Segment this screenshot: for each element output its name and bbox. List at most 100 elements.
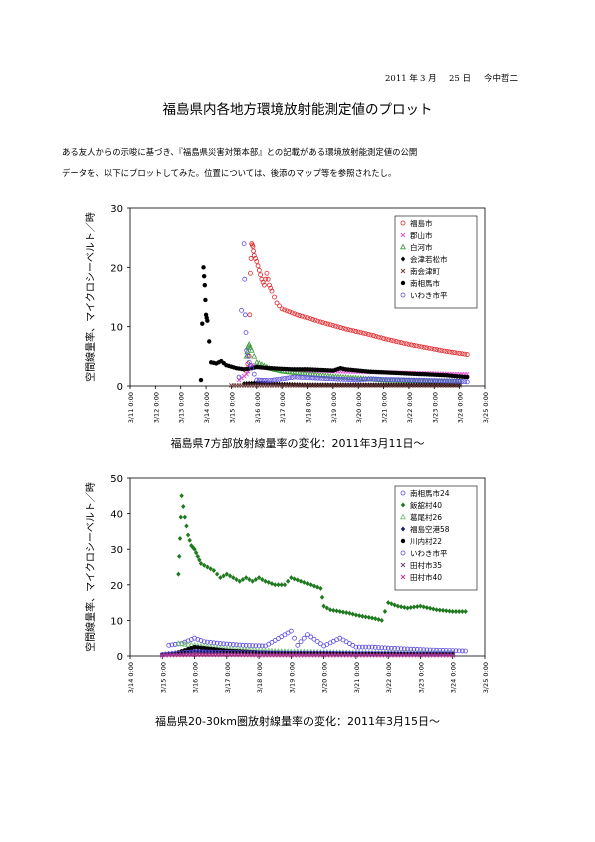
data-point [260, 279, 266, 285]
data-point [195, 553, 200, 559]
data-point [464, 352, 470, 357]
data-point [457, 378, 463, 384]
data-point [297, 313, 303, 318]
data-point [311, 583, 317, 589]
data-point [360, 377, 366, 382]
data-point [378, 376, 384, 382]
data-point [442, 348, 447, 354]
data-point [277, 381, 282, 387]
data-point [456, 609, 462, 614]
data-point [365, 331, 371, 337]
chart-2-container: 0 10 20 30 40 50 3/14 0:00 3/15 0:00 3/16 0:00 3/… [80, 470, 500, 705]
data-point [366, 644, 372, 650]
data-point [353, 377, 359, 383]
y-tick-label: 30 [110, 204, 123, 215]
data-point [269, 377, 275, 383]
legend-marker [400, 490, 406, 496]
data-point [452, 350, 457, 356]
data-point [386, 377, 392, 382]
y-tick-label: 20 [110, 263, 123, 274]
data-point [325, 321, 331, 327]
y-tick-label: 0 [117, 382, 123, 393]
data-point [201, 265, 206, 270]
data-point [211, 568, 217, 574]
x-tick-label: 3/17 0:00 [279, 392, 287, 423]
data-point [314, 584, 320, 590]
data-point [391, 377, 397, 383]
x-tick-label: 3/21 0:00 [353, 662, 361, 693]
data-point [176, 571, 181, 577]
data-point [376, 617, 381, 623]
data-point [322, 320, 328, 326]
x-tick-label: 3/22 0:00 [385, 662, 393, 693]
data-point [350, 328, 356, 334]
data-point [288, 628, 294, 634]
legend-label: いわき市平 [410, 290, 448, 300]
legend-label: 飯舘村40 [410, 500, 442, 510]
data-point [305, 632, 310, 638]
data-point [411, 377, 417, 383]
data-point [277, 303, 283, 309]
data-point [248, 256, 254, 261]
data-point [273, 582, 278, 588]
data-point [454, 350, 460, 356]
data-point [305, 315, 310, 321]
data-point [301, 635, 307, 641]
data-point [187, 537, 192, 543]
data-point [282, 307, 288, 313]
legend-marker [400, 562, 406, 568]
legend-label: 福島空港58 [410, 524, 450, 534]
data-point [402, 604, 407, 610]
data-point [456, 648, 462, 654]
data-point [403, 341, 409, 347]
data-point [356, 644, 362, 650]
data-point [429, 378, 435, 384]
data-point [366, 614, 372, 620]
data-point [332, 376, 338, 382]
data-point [348, 377, 354, 383]
data-point [298, 639, 304, 645]
data-point [340, 325, 346, 331]
data-point [343, 377, 348, 382]
data-point [269, 581, 275, 587]
date-month: 3 月 [420, 74, 437, 84]
data-point [353, 612, 359, 618]
data-point [312, 375, 318, 381]
data-point [345, 327, 351, 333]
data-point [327, 607, 333, 613]
data-point [373, 376, 379, 382]
intro-line-2: データを、以下にプロットしてみた。位置については、後添のマップ等を参照されたし。 [62, 168, 397, 178]
data-point [250, 244, 256, 249]
data-point [450, 609, 455, 614]
data-point [227, 573, 233, 579]
data-point [295, 577, 301, 583]
data-point [242, 276, 248, 282]
data-point [259, 377, 265, 383]
data-point [302, 314, 308, 320]
data-point [292, 382, 298, 388]
data-point [248, 270, 253, 276]
data-point [376, 645, 381, 650]
data-point [305, 581, 310, 587]
data-point [285, 381, 290, 387]
legend-box [394, 485, 478, 591]
data-point [321, 603, 326, 609]
x-tick-label: 3/24 0:00 [450, 662, 458, 693]
data-point [376, 334, 381, 340]
legend-label: 白河市 [410, 242, 433, 252]
data-point [274, 300, 280, 306]
x-tick-label: 3/21 0:00 [381, 392, 389, 423]
data-point [264, 378, 270, 383]
x-tick-label: 3/11 0:00 [127, 392, 135, 423]
data-point [267, 378, 272, 384]
data-point [335, 376, 341, 382]
data-point [358, 377, 364, 383]
data-point [368, 376, 374, 382]
data-point [302, 375, 308, 380]
data-point [198, 377, 204, 383]
data-point [369, 644, 375, 650]
legend-label: 田村市40 [410, 572, 442, 582]
data-point [369, 615, 375, 621]
data-point [437, 607, 443, 613]
data-point [391, 338, 397, 344]
